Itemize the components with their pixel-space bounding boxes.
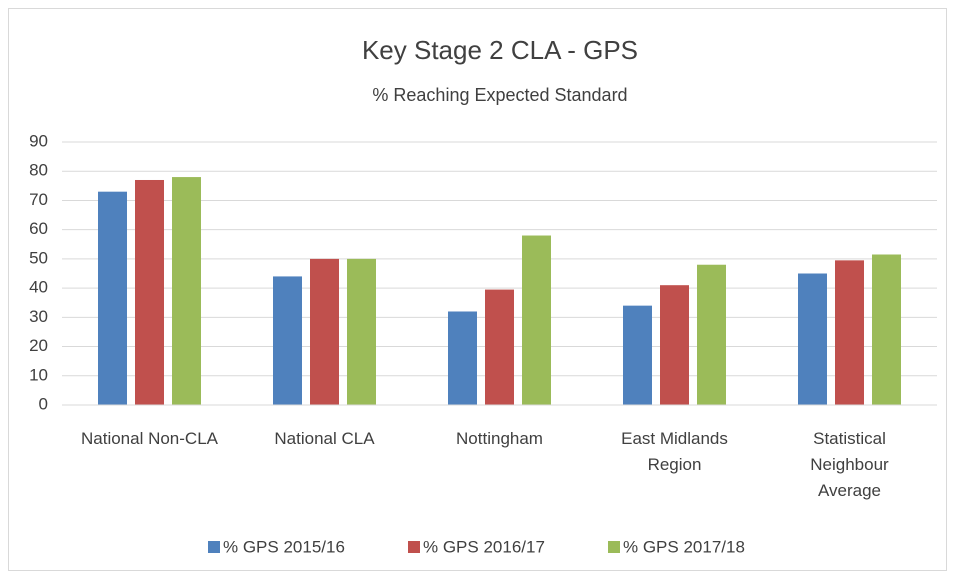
x-tick-label: National Non-CLA — [80, 429, 218, 448]
y-tick-label: 50 — [29, 248, 48, 267]
bar — [310, 258, 339, 405]
x-tick-label: National CLA — [274, 429, 375, 448]
bar — [135, 179, 164, 405]
bar — [872, 254, 901, 405]
bar — [798, 273, 827, 405]
bar — [98, 191, 127, 405]
chart-border — [8, 8, 947, 571]
bar — [835, 260, 864, 405]
bar — [172, 177, 201, 405]
bar — [485, 289, 514, 405]
y-tick-label: 0 — [39, 394, 48, 413]
y-tick-label: 40 — [29, 278, 48, 297]
chart-title: Key Stage 2 CLA - GPS — [362, 35, 638, 65]
bar — [273, 276, 302, 405]
x-tick-label: East Midlands Region — [621, 429, 728, 474]
y-tick-label: 60 — [29, 219, 48, 238]
y-tick-label: 30 — [29, 307, 48, 326]
legend-swatch — [208, 541, 220, 553]
bar — [697, 264, 726, 405]
y-tick-label: 20 — [29, 336, 48, 355]
y-tick-label: 80 — [29, 161, 48, 180]
x-tick-label: Nottingham — [456, 429, 543, 448]
legend-swatch — [408, 541, 420, 553]
bar — [623, 305, 652, 405]
x-tick-label: Statistical Neighbour Average — [810, 429, 889, 500]
bar — [660, 285, 689, 405]
bar — [448, 311, 477, 405]
chart-subtitle: % Reaching Expected Standard — [372, 85, 627, 105]
legend-label: % GPS 2017/18 — [623, 537, 745, 556]
legend-label: % GPS 2015/16 — [223, 537, 345, 556]
bar — [522, 235, 551, 405]
y-tick-label: 10 — [29, 365, 48, 384]
legend-swatch — [608, 541, 620, 553]
y-tick-label: 90 — [29, 131, 48, 150]
legend-label: % GPS 2016/17 — [423, 537, 545, 556]
y-tick-label: 70 — [29, 190, 48, 209]
bar — [347, 258, 376, 405]
